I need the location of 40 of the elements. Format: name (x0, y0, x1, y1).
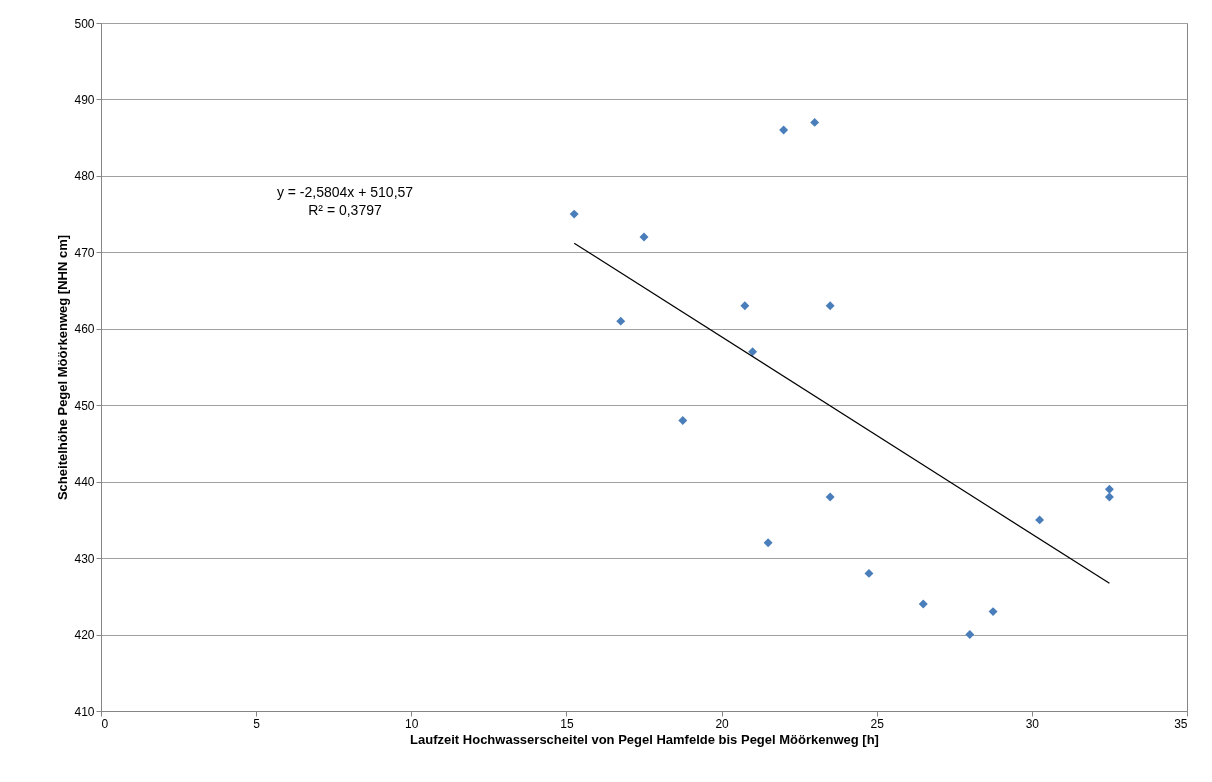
x-tick-label: 0 (101, 716, 109, 731)
y-tick-label: 460 (74, 322, 95, 337)
x-tick-label: 25 (870, 716, 885, 731)
point (988, 607, 998, 617)
x-tick-label: 10 (405, 716, 419, 731)
annotation: y = -2,5804x + 510,57 (276, 184, 414, 200)
point (810, 117, 820, 127)
point (779, 125, 789, 135)
point (569, 209, 579, 219)
point (1104, 484, 1114, 494)
x-tick-label: 30 (1025, 716, 1040, 731)
y-tick-label: 450 (74, 398, 95, 413)
point (678, 416, 688, 425)
point (1035, 515, 1045, 525)
point (825, 492, 835, 502)
point (825, 301, 835, 311)
x-tick-label: 15 (560, 716, 574, 731)
point (639, 232, 649, 242)
point (616, 316, 626, 326)
x-axis-title: Laufzeit Hochwasserscheitel von Pegel Hamfelde bis Pegel Möörkenweg [h] (410, 731, 879, 747)
y-tick-label: 440 (74, 475, 95, 490)
y-tick-label: 420 (74, 628, 95, 643)
y-tick-label: 500 (74, 16, 95, 31)
point (740, 301, 750, 311)
point (918, 599, 928, 609)
point (864, 568, 874, 578)
y-tick-label: 480 (74, 169, 95, 184)
x-tick-label: 35 (1174, 716, 1188, 731)
y-tick-label: 430 (74, 551, 95, 566)
point (1104, 492, 1114, 502)
point (965, 630, 975, 640)
x-tick-label: 20 (715, 716, 730, 731)
point (748, 347, 758, 357)
y-axis-title: Scheitelhöhe Pegel Möörkenweg [NHN cm] (55, 234, 71, 501)
y-tick-label: 470 (74, 245, 95, 260)
y-tick-label: 410 (74, 704, 95, 719)
x-tick-label: 5 (253, 716, 261, 731)
y-tick-label: 490 (74, 92, 95, 107)
annotation: R² = 0,3797 (308, 202, 382, 218)
point (763, 538, 773, 548)
